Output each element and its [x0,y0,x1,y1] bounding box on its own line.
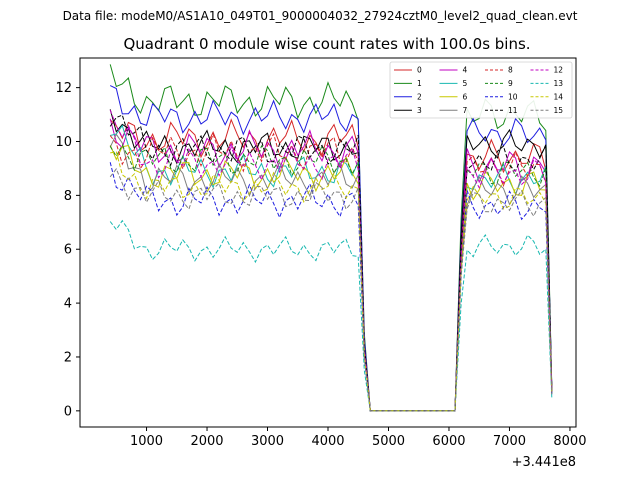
legend-frame [389,61,573,119]
legend-label-12: 12 [554,66,564,75]
legend-label-9: 9 [508,79,513,88]
legend-label-6: 6 [463,93,468,102]
legend-label-10: 10 [508,93,518,102]
x-tick-label: 6000 [432,434,465,449]
y-tick-label: 8 [64,189,72,204]
legend-label-1: 1 [417,79,422,88]
x-axis: 1000 2000 3000 4000 5000 6000 7000 8000 [130,427,586,449]
series-line-9 [109,144,553,412]
legend-label-13: 13 [554,79,564,88]
series-line-12 [109,109,553,412]
series-line-13 [109,219,553,412]
x-offset-label: +3.441e8 [512,455,576,470]
legend-label-5: 5 [463,79,468,88]
x-tick-label: 5000 [372,434,405,449]
legend-label-4: 4 [463,66,468,75]
y-tick-label: 6 [64,243,72,258]
series-line-1 [109,64,553,412]
y-tick-label: 2 [64,350,72,365]
legend-label-14: 14 [554,93,564,102]
y-axis: 0 2 4 6 8 10 12 [55,81,80,419]
series-line-7 [109,133,553,412]
legend-label-7: 7 [463,106,468,115]
series-line-2 [109,85,553,412]
y-tick-label: 12 [55,81,72,96]
series-line-11 [109,114,553,412]
x-tick-label: 4000 [311,434,344,449]
legend-label-8: 8 [508,66,513,75]
legend-label-2: 2 [417,93,422,102]
legend-label-15: 15 [554,106,564,115]
legend-label-3: 3 [417,106,422,115]
chart-title: Quadrant 0 module wise count rates with … [123,35,530,53]
x-tick-label: 3000 [251,434,284,449]
figure-suptitle: Data file: modeM0/AS1A10_049T01_90000040… [63,9,578,23]
y-tick-label: 4 [64,297,72,312]
x-tick-label: 8000 [553,434,586,449]
series-line-14 [110,151,553,412]
series-line-10 [109,162,553,412]
series-line-8 [109,132,553,412]
legend-label-0: 0 [417,66,422,75]
series-line-15 [109,167,553,412]
y-tick-label: 10 [55,135,72,150]
series-line-6 [109,144,553,412]
legend-label-11: 11 [508,106,518,115]
x-tick-label: 7000 [493,434,526,449]
series-line-3 [109,109,553,412]
y-tick-label: 0 [64,404,72,419]
series-line-5 [110,124,553,412]
x-tick-label: 1000 [130,434,163,449]
x-tick-label: 2000 [190,434,223,449]
plot-layer [109,64,553,412]
